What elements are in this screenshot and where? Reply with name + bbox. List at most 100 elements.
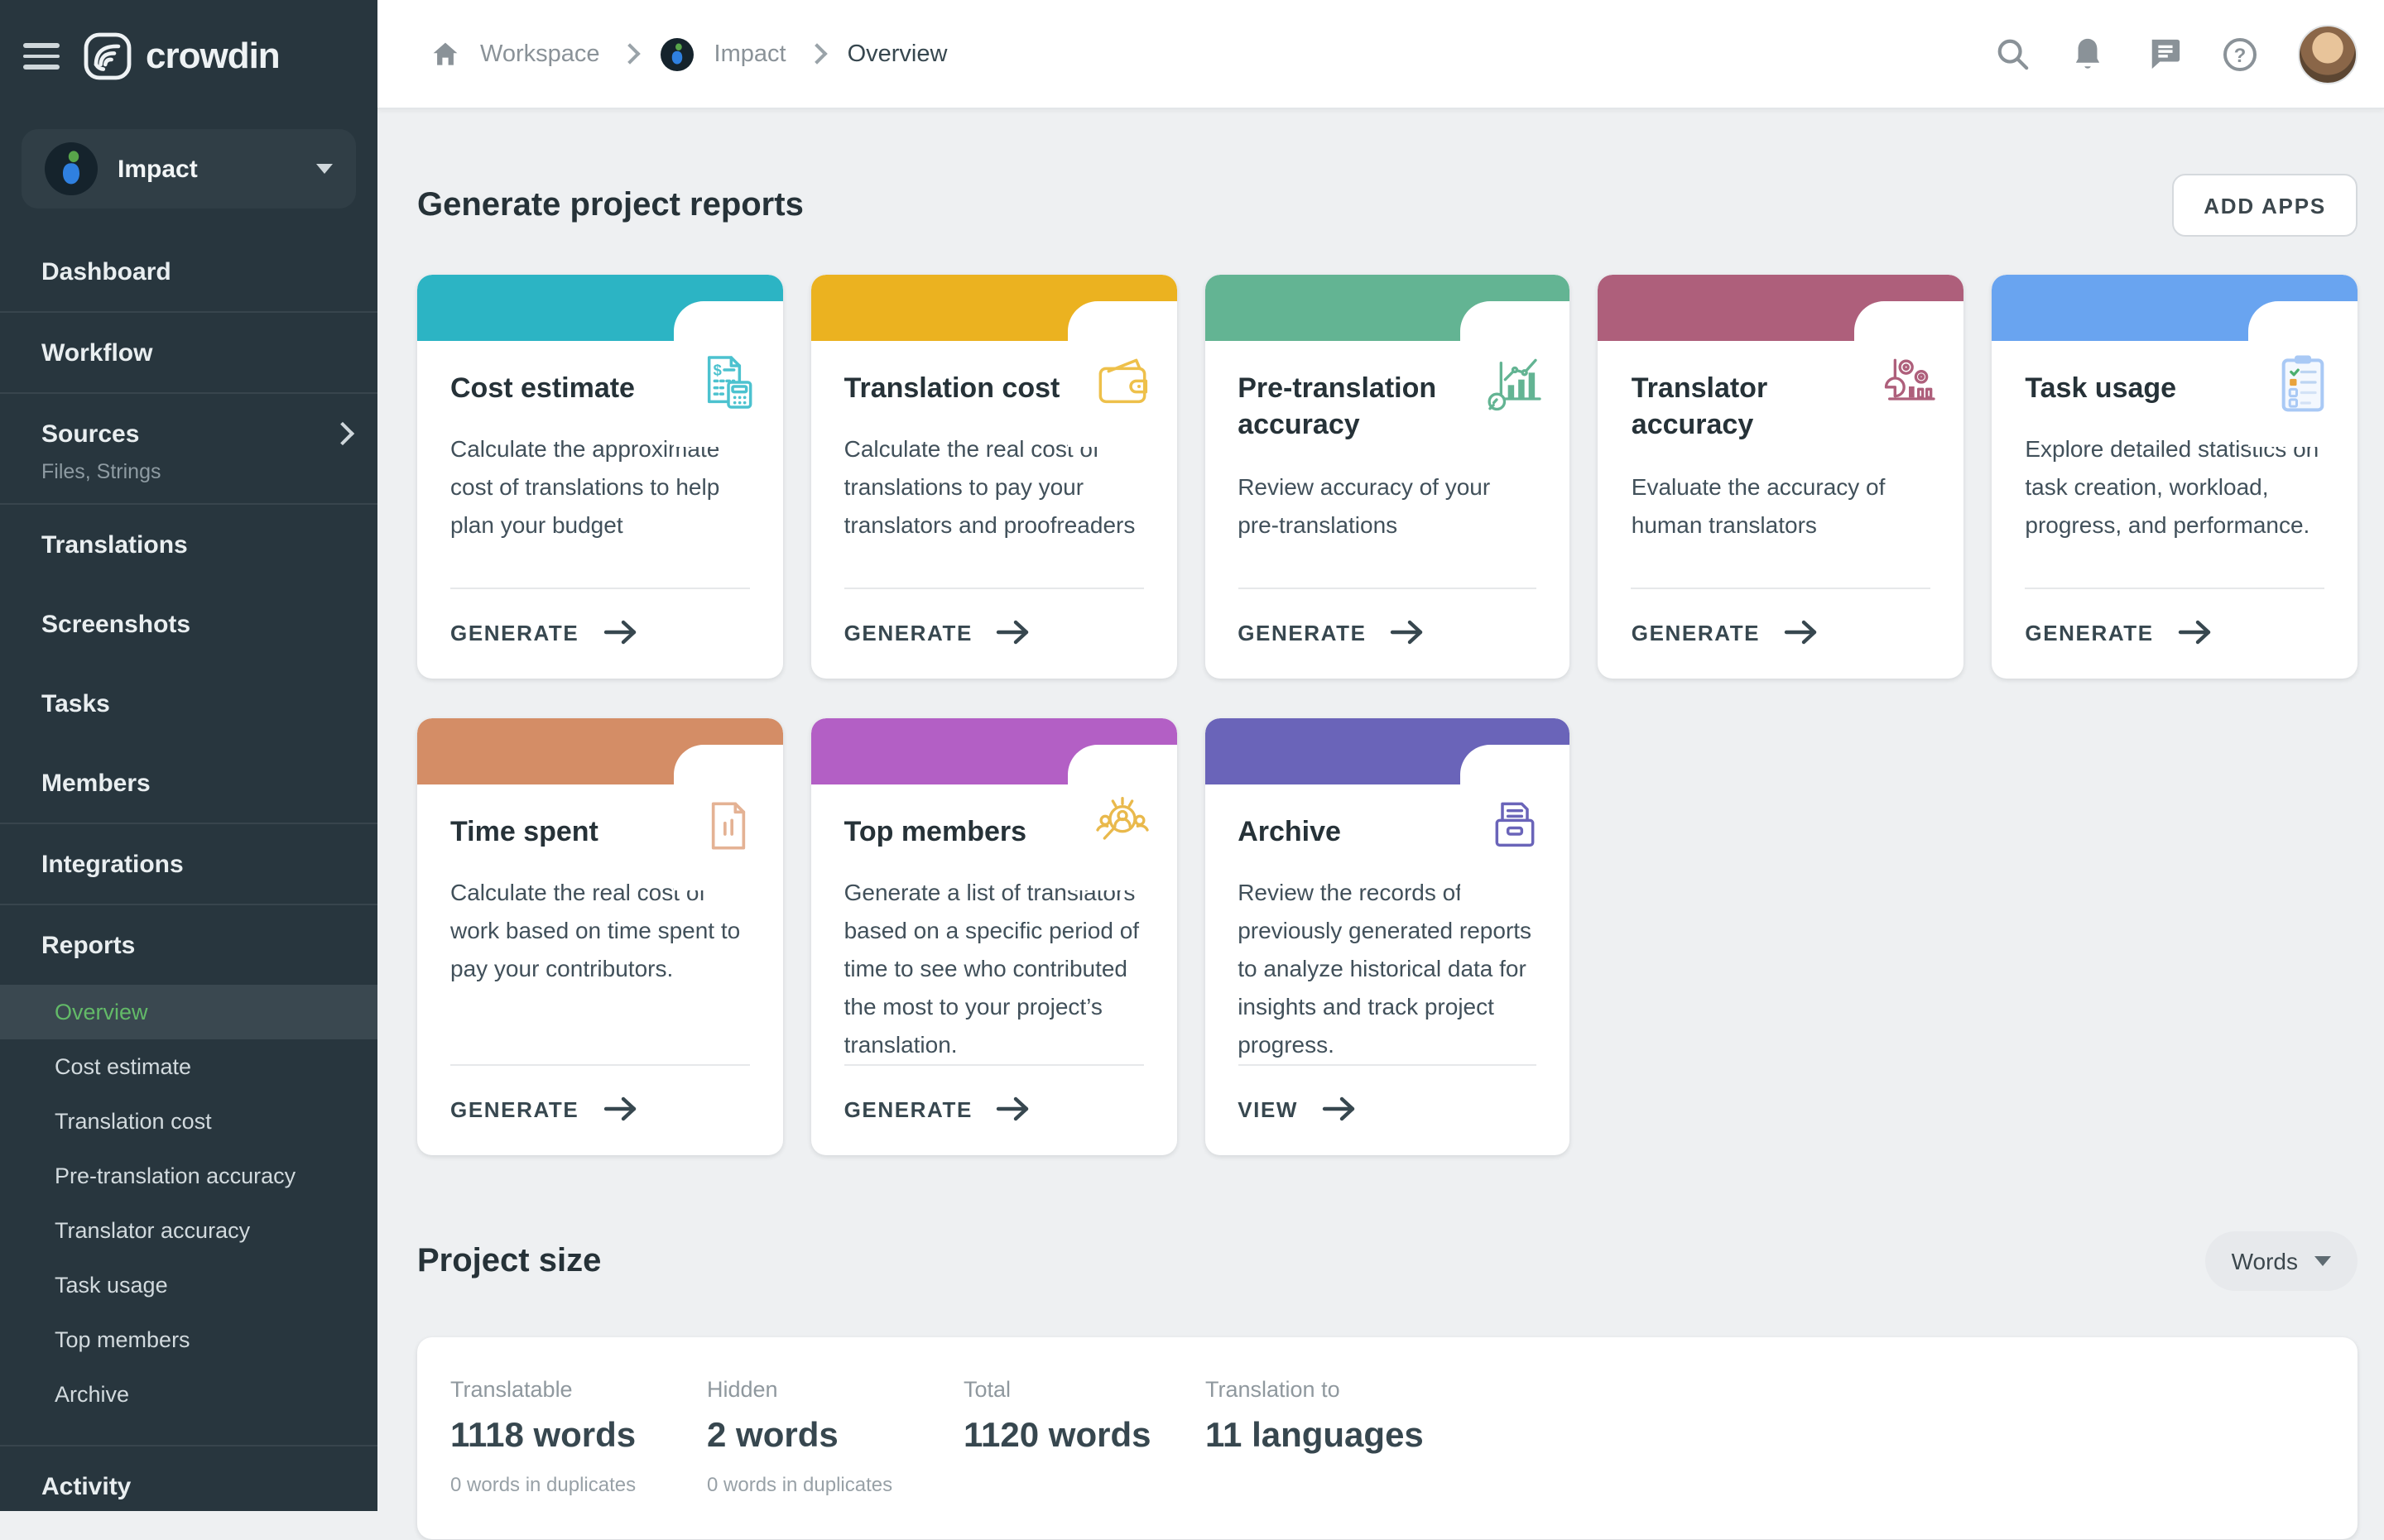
sidebar-subitem-cost-estimate[interactable]: Cost estimate	[55, 1054, 192, 1079]
archive-drawer-icon	[1496, 802, 1536, 847]
sidebar-subitem-overview[interactable]: Overview	[0, 985, 377, 1039]
divider	[0, 904, 377, 905]
sidebar-item-dashboard[interactable]: Dashboard	[41, 257, 171, 285]
sidebar-item-translations[interactable]: Translations	[41, 530, 188, 559]
sidebar-item-reports[interactable]: Reports	[41, 931, 136, 959]
card-description: Calculate the real cost of work based on…	[450, 879, 741, 982]
notifications-icon[interactable]	[2069, 36, 2106, 72]
card-description: Review the records of previously generat…	[1238, 879, 1532, 1058]
card-archive: Archive Review the records of previously…	[1204, 718, 1570, 1156]
chevron-right-icon	[619, 43, 642, 65]
card-translation-cost: Translation cost Calculate the real cost…	[810, 275, 1177, 679]
help-icon[interactable]: ?	[2222, 36, 2258, 72]
clipboard-checklist-icon	[2281, 355, 2324, 412]
view-button[interactable]: VIEW	[1238, 1064, 1537, 1156]
arrow-right-icon	[2178, 620, 2210, 645]
generate-button[interactable]: GENERATE	[450, 1064, 750, 1156]
sidebar-item-sources[interactable]: Sources	[0, 394, 377, 473]
sidebar-item-workflow[interactable]: Workflow	[41, 338, 153, 367]
arrow-right-icon	[997, 620, 1030, 645]
card-title: Archive	[1238, 816, 1341, 847]
arrow-right-icon	[603, 1097, 636, 1122]
arrow-right-icon	[997, 1097, 1030, 1122]
sidebar-item-tasks[interactable]: Tasks	[41, 689, 110, 717]
chevron-down-icon	[316, 164, 333, 174]
card-description: Calculate the approximate cost of transl…	[450, 435, 720, 539]
card-icon-badge	[1460, 301, 1570, 447]
user-avatar[interactable]	[2298, 24, 2358, 84]
breadcrumb-project[interactable]: Impact	[714, 41, 786, 67]
card-translator-accuracy: Translator accuracy Evaluate the accurac…	[1598, 275, 1964, 679]
brand-wordmark: crowdin	[146, 35, 281, 76]
card-description: Evaluate the accuracy of human translato…	[1631, 473, 1886, 538]
card-title: Translator accuracy	[1631, 372, 1768, 441]
sources-subtitle: Files, Strings	[41, 460, 161, 483]
stat-hidden: Hidden 2 words 0 words in duplicates	[707, 1377, 893, 1497]
card-title: Task usage	[2025, 372, 2177, 404]
topbar: Workspace Impact Overview	[377, 0, 2384, 109]
card-task-usage: Task usage Explore detailed statistics o…	[1992, 275, 2358, 679]
report-cards-grid: $ Cost estimate Calculate the approximat…	[417, 275, 2358, 1156]
divider	[0, 503, 377, 505]
arrow-right-icon	[1322, 1097, 1355, 1122]
generate-button[interactable]: GENERATE	[450, 588, 750, 679]
members-magnifier-icon	[1095, 797, 1148, 840]
card-icon-badge	[673, 745, 783, 890]
generate-button[interactable]: GENERATE	[2025, 588, 2324, 679]
arrow-right-icon	[603, 620, 636, 645]
chart-magnifier-icon	[1488, 358, 1542, 411]
home-icon[interactable]	[430, 39, 460, 69]
sidebar-subitem-task-usage[interactable]: Task usage	[55, 1273, 168, 1298]
card-title: Translation cost	[844, 372, 1060, 404]
chevron-down-icon	[2314, 1256, 2331, 1267]
wallet-icon	[1098, 358, 1147, 404]
search-icon[interactable]	[1993, 36, 2030, 72]
add-apps-button[interactable]: ADD APPS	[2172, 174, 2358, 237]
generate-button[interactable]: GENERATE	[844, 588, 1144, 679]
card-description: Calculate the real cost of translations …	[844, 435, 1136, 539]
sidebar-item-members[interactable]: Members	[41, 769, 151, 797]
sidebar-nav: Dashboard Workflow Sources Files, String…	[0, 232, 377, 1511]
sidebar-subitem-top-members[interactable]: Top members	[55, 1327, 190, 1352]
unit-selector-dropdown[interactable]: Words	[2204, 1231, 2358, 1292]
sidebar-subitem-pre-translation-accuracy[interactable]: Pre-translation accuracy	[55, 1163, 296, 1188]
project-size-card: Translatable 1118 words 0 words in dupli…	[417, 1337, 2358, 1540]
card-description: Review accuracy of your pre-translations	[1238, 473, 1491, 538]
card-icon-badge	[1067, 301, 1177, 447]
card-title: Pre-translation accuracy	[1238, 372, 1437, 441]
arrow-right-icon	[1784, 620, 1817, 645]
sidebar-subitem-archive[interactable]: Archive	[55, 1382, 130, 1407]
stat-translation-to: Translation to 11 languages	[1205, 1377, 1424, 1456]
project-size-title: Project size	[417, 1242, 602, 1279]
sidebar-item-screenshots[interactable]: Screenshots	[41, 610, 191, 638]
chevron-right-icon	[805, 43, 828, 65]
breadcrumb-workspace[interactable]: Workspace	[480, 41, 600, 67]
sidebar-subitem-translator-accuracy[interactable]: Translator accuracy	[55, 1218, 251, 1243]
project-logo-icon	[45, 142, 98, 195]
project-logo-icon	[661, 37, 695, 70]
main-content: Generate project reports ADD APPS $	[377, 108, 2384, 1540]
crowdin-logo[interactable]: crowdin	[83, 31, 281, 81]
menu-icon[interactable]	[23, 43, 60, 70]
card-icon-badge	[2248, 301, 2358, 447]
project-selector[interactable]: Impact	[22, 129, 356, 209]
stat-total: Total 1120 words	[964, 1377, 1151, 1456]
messages-icon[interactable]	[2146, 36, 2182, 72]
project-name: Impact	[118, 155, 198, 183]
generate-button[interactable]: GENERATE	[844, 1064, 1144, 1156]
card-title: Cost estimate	[450, 372, 635, 404]
breadcrumb-page: Overview	[847, 41, 948, 67]
sidebar-subitem-translation-cost[interactable]: Translation cost	[55, 1109, 212, 1134]
card-cost-estimate: $ Cost estimate Calculate the approximat…	[417, 275, 783, 679]
svg-text:$: $	[713, 362, 721, 379]
sidebar-item-activity[interactable]: Activity	[41, 1472, 132, 1500]
arrow-right-icon	[1391, 620, 1423, 645]
generate-button[interactable]: GENERATE	[1631, 588, 1931, 679]
divider	[0, 311, 377, 313]
crowdin-mark-icon	[84, 32, 132, 80]
sidebar-item-integrations[interactable]: Integrations	[41, 850, 184, 878]
generate-button[interactable]: GENERATE	[1238, 588, 1537, 679]
card-icon-badge: $	[673, 301, 783, 447]
breadcrumb: Workspace Impact Overview	[430, 37, 947, 70]
sidebar: crowdin Impact Dashboard Workflow Source…	[0, 0, 377, 1511]
